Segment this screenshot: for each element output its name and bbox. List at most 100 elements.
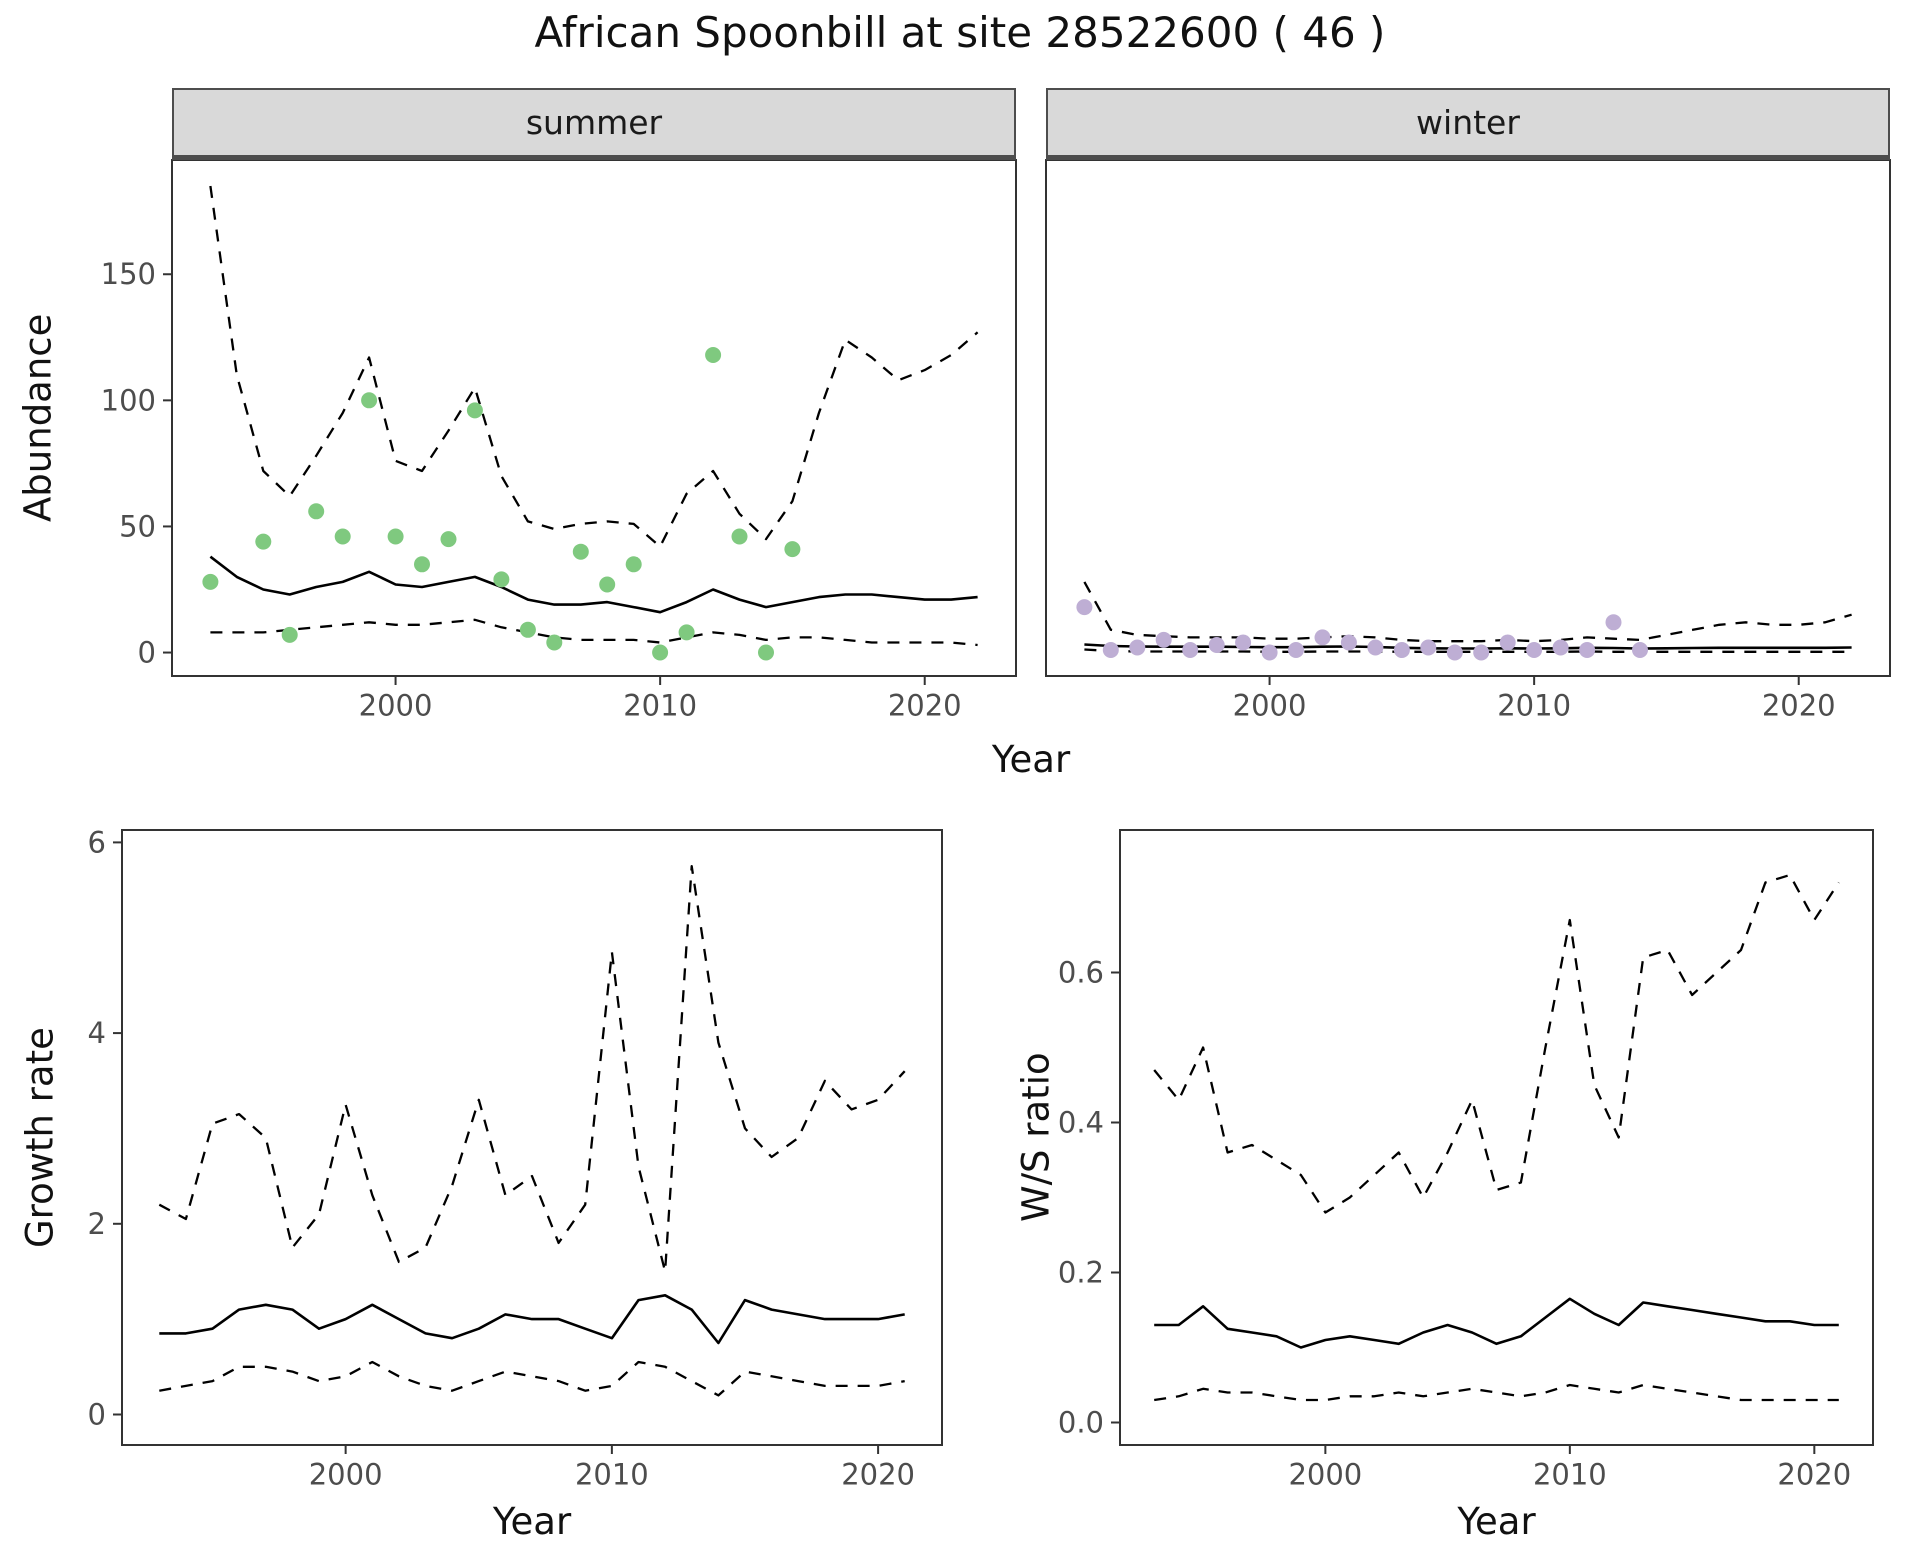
observed-point bbox=[1367, 639, 1384, 656]
observed-point bbox=[281, 626, 298, 643]
observed-point bbox=[572, 543, 589, 560]
ws-ratio-plot: 2000 2010 2020 0.0 0.2 0.4 0.6 bbox=[1058, 829, 1874, 1492]
y-tick-label: 150 bbox=[101, 257, 156, 291]
observed-point bbox=[546, 634, 563, 651]
observed-point bbox=[758, 644, 774, 661]
observed-point bbox=[1420, 639, 1437, 656]
observed-point bbox=[414, 556, 430, 573]
panel-border bbox=[121, 829, 943, 1446]
observed-point bbox=[1340, 634, 1357, 651]
ws-ratio-axis-label: W/S ratio bbox=[1014, 1052, 1058, 1223]
facet-strip-summer: summer bbox=[172, 88, 1016, 160]
y-tick-label: 100 bbox=[101, 383, 156, 417]
x-tick-label: 2010 bbox=[1497, 689, 1571, 723]
x-tick-label: 2000 bbox=[1288, 1458, 1362, 1492]
y-tick-label: 0.6 bbox=[1058, 956, 1104, 990]
observed-point bbox=[784, 541, 801, 558]
observed-point bbox=[1155, 631, 1172, 648]
x-tick-label: 2010 bbox=[1533, 1458, 1607, 1492]
observed-point bbox=[1076, 599, 1093, 616]
observed-point bbox=[334, 528, 351, 545]
abundance-summer-observed-points bbox=[202, 347, 801, 661]
observed-point bbox=[255, 533, 272, 550]
growth-rate-plot: 2000 2010 2020 0 2 4 6 bbox=[88, 825, 943, 1492]
observed-point bbox=[599, 576, 616, 593]
observed-point bbox=[1446, 644, 1463, 661]
observed-point bbox=[519, 621, 536, 638]
observed-point bbox=[1235, 634, 1252, 651]
observed-point bbox=[1261, 644, 1278, 661]
y-tick-label: 4 bbox=[88, 1016, 106, 1050]
panel-border bbox=[171, 159, 1017, 677]
x-tick-label: 2020 bbox=[1777, 1458, 1851, 1492]
observed-point bbox=[1182, 642, 1199, 658]
ws-ratio-lower_ci-line bbox=[1154, 1383, 1839, 1402]
abundance-axis-label: Abundance bbox=[16, 313, 60, 523]
ws-ratio-fit-line bbox=[1154, 1297, 1839, 1349]
growth-rate-upper_ci-line bbox=[158, 865, 906, 1273]
observed-point bbox=[466, 402, 483, 419]
abundance-winter-observed-points bbox=[1076, 599, 1648, 661]
observed-point bbox=[1526, 642, 1543, 658]
x-tick-label: 2020 bbox=[841, 1458, 915, 1492]
observed-point bbox=[440, 531, 457, 548]
abundance-summer-plot: 2000 2010 2020 0 50 100 150 bbox=[101, 159, 1017, 723]
x-tick-label: 2010 bbox=[575, 1458, 649, 1492]
observed-point bbox=[731, 528, 748, 545]
observed-point bbox=[308, 503, 325, 520]
observed-point bbox=[1579, 642, 1596, 658]
observed-point bbox=[1208, 637, 1225, 653]
growth-rate-lower_ci-line bbox=[159, 1360, 905, 1397]
observed-point bbox=[1314, 629, 1331, 646]
observed-point bbox=[1499, 634, 1516, 651]
observed-point bbox=[1473, 644, 1490, 661]
y-tick-label: 6 bbox=[88, 825, 106, 859]
x-tick-label: 2000 bbox=[309, 1458, 383, 1492]
x-tick-label: 2020 bbox=[1762, 689, 1836, 723]
observed-point bbox=[705, 347, 722, 363]
observed-point bbox=[202, 573, 219, 590]
observed-point bbox=[1632, 642, 1648, 658]
observed-point bbox=[1552, 639, 1569, 656]
abundance-winter-upper_ci-line bbox=[1083, 581, 1852, 643]
facet-strip-winter: winter bbox=[1046, 88, 1890, 160]
y-tick-label: 2 bbox=[88, 1207, 106, 1241]
growth-rate-fit-line bbox=[159, 1294, 905, 1345]
observed-point bbox=[678, 624, 695, 641]
observed-point bbox=[387, 528, 404, 545]
year-axis-label-ws: Year bbox=[1457, 1500, 1536, 1543]
observed-point bbox=[493, 571, 510, 588]
year-axis-label-top: Year bbox=[991, 738, 1071, 781]
x-tick-label: 2020 bbox=[888, 689, 962, 723]
y-tick-label: 50 bbox=[119, 509, 156, 543]
y-tick-label: 0.4 bbox=[1058, 1106, 1104, 1140]
abundance-summer-fit-line bbox=[209, 555, 978, 614]
abundance-summer-upper_ci-line bbox=[209, 185, 979, 548]
observed-point bbox=[1288, 642, 1304, 658]
observed-point bbox=[361, 392, 378, 409]
abundance-winter-plot: 2000 2010 2020 bbox=[1045, 159, 1891, 723]
y-tick-label: 0.0 bbox=[1058, 1406, 1104, 1440]
y-tick-label: 0 bbox=[88, 1397, 106, 1431]
observed-point bbox=[1129, 639, 1146, 656]
observed-point bbox=[1102, 642, 1119, 658]
observed-point bbox=[1393, 642, 1410, 658]
y-tick-label: 0 bbox=[138, 636, 156, 670]
year-axis-label-growth: Year bbox=[492, 1500, 572, 1543]
x-tick-label: 2010 bbox=[623, 689, 697, 723]
ws-ratio-upper_ci-line bbox=[1153, 873, 1840, 1214]
panel-border bbox=[1045, 159, 1891, 677]
observed-point bbox=[652, 644, 669, 661]
y-tick-label: 0.2 bbox=[1058, 1256, 1104, 1290]
x-tick-label: 2000 bbox=[359, 689, 433, 723]
observed-point bbox=[1605, 614, 1622, 631]
panel-border bbox=[1119, 829, 1874, 1446]
abundance-summer-lower_ci-line bbox=[210, 618, 978, 647]
chart-title: African Spoonbill at site 28522600 ( 46 … bbox=[534, 8, 1386, 57]
observed-point bbox=[625, 556, 642, 573]
abundance-winter-lower_ci-line bbox=[1084, 648, 1852, 653]
growth-rate-axis-label: Growth rate bbox=[18, 1027, 62, 1248]
x-tick-label: 2000 bbox=[1233, 689, 1307, 723]
